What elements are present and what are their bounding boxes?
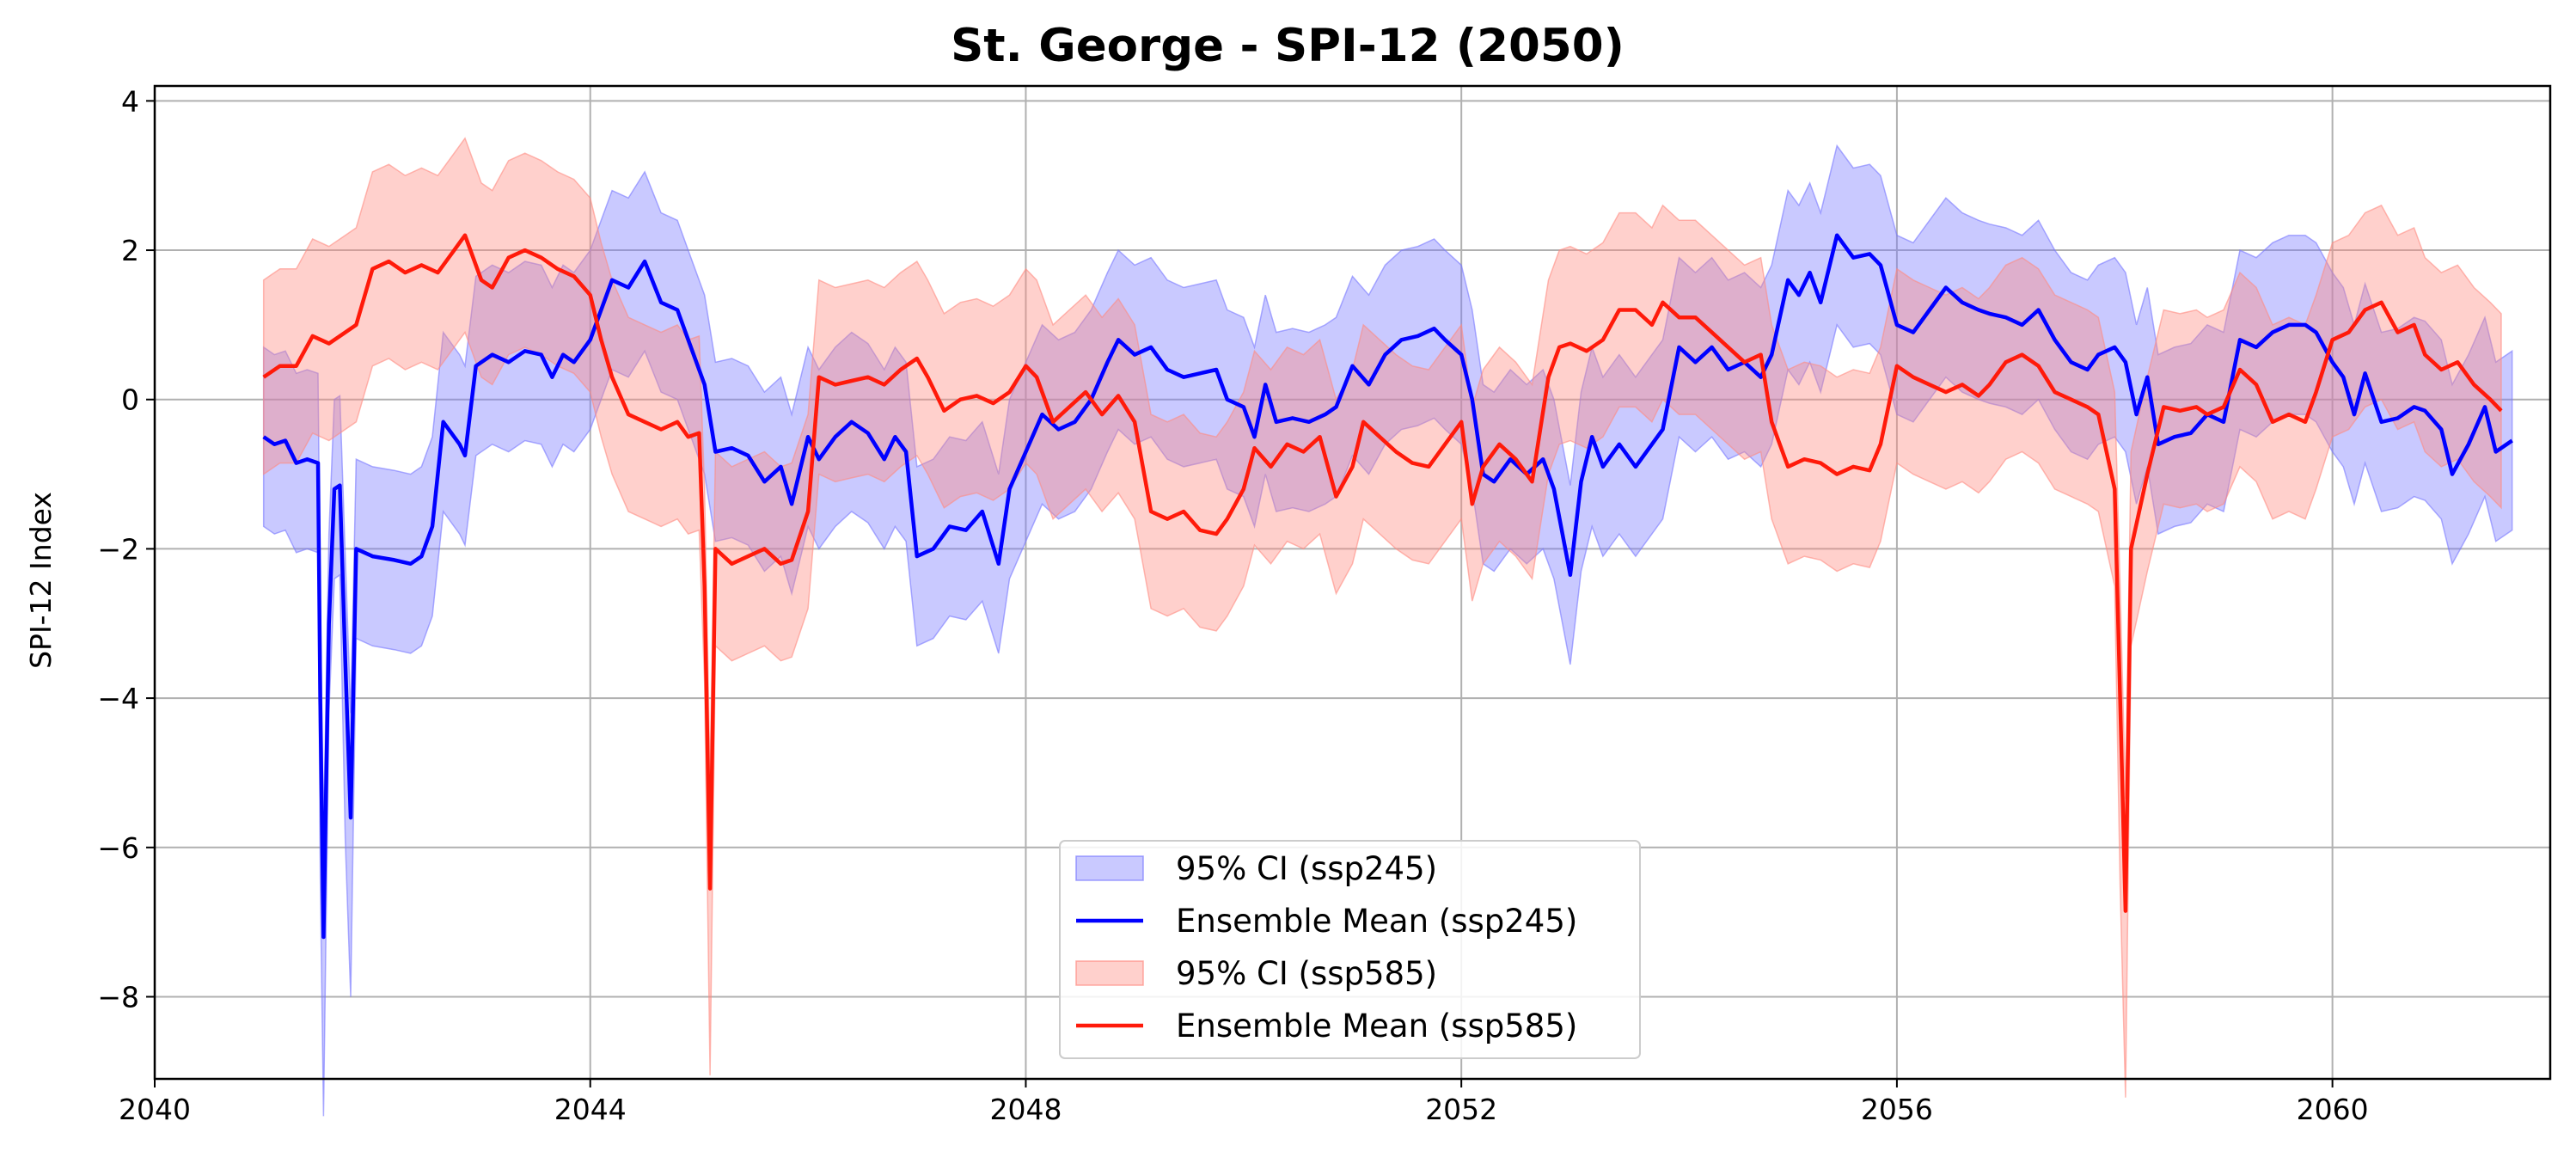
ensemble-mean-lines <box>262 233 2513 940</box>
x-tick-label: 2040 <box>119 1093 191 1126</box>
y-tick-label: −4 <box>97 682 139 715</box>
legend-swatch-band <box>1075 960 1144 986</box>
x-tick-label: 2048 <box>989 1093 1062 1126</box>
y-tick-label: −2 <box>97 532 139 566</box>
y-tick-label: 2 <box>121 234 139 267</box>
legend-label: 95% CI (ssp245) <box>1176 850 1437 887</box>
legend-box <box>1059 840 1641 1059</box>
axis-ticks: 2040 2044 2048 2052 2056 2060 4 2 0 −2 −4 −6 −8 <box>97 84 2368 1126</box>
chart-title: St. George - SPI-12 (2050) <box>951 20 1625 72</box>
y-tick-label: 0 <box>121 383 139 417</box>
legend-label: 95% CI (ssp585) <box>1176 955 1437 992</box>
x-tick-label: 2044 <box>554 1093 627 1126</box>
x-tick-label: 2052 <box>1425 1093 1497 1126</box>
y-tick-label: 4 <box>121 84 139 118</box>
y-axis-label: SPI-12 Index <box>24 492 58 669</box>
plot-frame <box>153 84 2552 1081</box>
mean-line-ssp245 <box>262 233 2513 940</box>
ci-band-ssp245 <box>262 144 2513 1117</box>
x-tick-label: 2056 <box>1861 1093 1933 1126</box>
legend-swatch-band <box>1075 855 1144 881</box>
legend-label: Ensemble Mean (ssp245) <box>1176 903 1577 940</box>
x-tick-label: 2060 <box>2297 1093 2369 1126</box>
mean-line-ssp585 <box>262 233 2503 913</box>
y-tick-label: −8 <box>97 980 139 1014</box>
legend: 95% CI (ssp245) Ensemble Mean (ssp245) 95%… <box>1059 840 1641 1059</box>
legend-label: Ensemble Mean (ssp585) <box>1176 1008 1577 1045</box>
y-tick-label: −6 <box>97 831 139 865</box>
